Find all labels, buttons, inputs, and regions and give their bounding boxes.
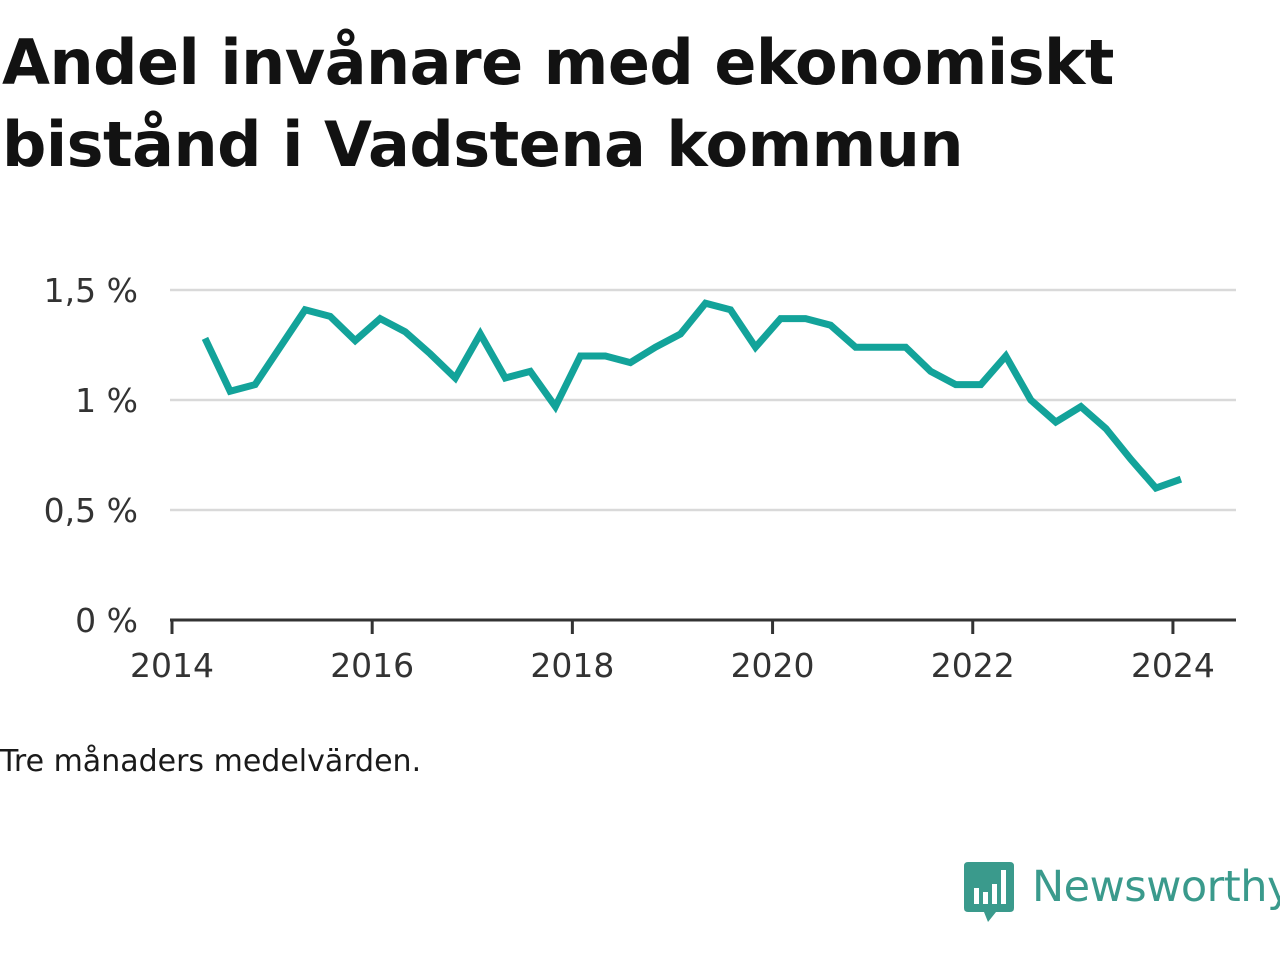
data-point <box>352 337 359 344</box>
chart-note: Tre månaders medelvärden. <box>0 744 422 779</box>
data-point <box>902 344 909 351</box>
data-point <box>227 388 234 395</box>
y-tick-label: 0,5 % <box>44 491 138 530</box>
y-tick-label: 0 % <box>75 601 138 640</box>
data-point <box>552 403 559 410</box>
data-point <box>977 381 984 388</box>
data-point <box>852 344 859 351</box>
y-tick-label: 1 % <box>75 381 138 420</box>
data-point <box>1077 403 1084 410</box>
x-tick-label: 2022 <box>931 646 1015 685</box>
data-point <box>927 368 934 375</box>
data-point <box>1177 476 1184 483</box>
data-point <box>1052 419 1059 426</box>
data-point <box>1102 425 1109 432</box>
data-point <box>502 375 509 382</box>
chart-title: Andel invånare med ekonomiskt bistånd i … <box>2 26 1114 181</box>
data-point <box>477 331 484 338</box>
data-point <box>1152 485 1159 492</box>
x-tick-label: 2024 <box>1131 646 1215 685</box>
data-point <box>452 375 459 382</box>
data-point <box>527 368 534 375</box>
data-point <box>802 315 809 322</box>
bar-chart-speech-bubble-icon <box>964 862 1014 922</box>
data-point <box>252 381 259 388</box>
data-point <box>1027 397 1034 404</box>
data-point <box>602 353 609 360</box>
data-point <box>377 315 384 322</box>
newsworthy-logo: Newsworthy <box>964 862 1280 926</box>
data-point <box>402 328 409 335</box>
data-point <box>327 313 334 320</box>
data-point <box>577 353 584 360</box>
data-point <box>427 350 434 357</box>
y-axis-tick-labels: 0 % 0,5 % 1 % 1,5 % <box>44 271 138 640</box>
gridlines <box>170 288 1236 512</box>
y-tick-label: 1,5 % <box>44 271 138 310</box>
data-point <box>827 322 834 329</box>
data-point <box>1127 456 1134 463</box>
data-point <box>302 306 309 313</box>
data-point <box>877 344 884 351</box>
data-point <box>277 344 284 351</box>
x-tick-label: 2014 <box>130 646 214 685</box>
data-point <box>652 344 659 351</box>
data-point <box>702 300 709 307</box>
data-point <box>627 359 634 366</box>
x-tick-label: 2020 <box>731 646 815 685</box>
series-line-0 <box>201 299 1183 493</box>
x-axis-ticks: 2014 2016 2018 2020 2022 2024 <box>130 620 1215 685</box>
data-point <box>752 344 759 351</box>
line-chart: 0 % 0,5 % 1 % 1,5 % 2014 2016 2018 2020 2022 202… <box>44 271 1236 685</box>
data-point <box>202 335 209 342</box>
logo-text: Newsworthy <box>1032 862 1280 912</box>
series-group <box>201 299 1184 493</box>
x-tick-label: 2018 <box>530 646 614 685</box>
data-point <box>1002 353 1009 360</box>
data-point <box>777 315 784 322</box>
data-point <box>677 331 684 338</box>
x-tick-label: 2016 <box>330 646 414 685</box>
data-point <box>952 381 959 388</box>
data-point <box>727 306 734 313</box>
